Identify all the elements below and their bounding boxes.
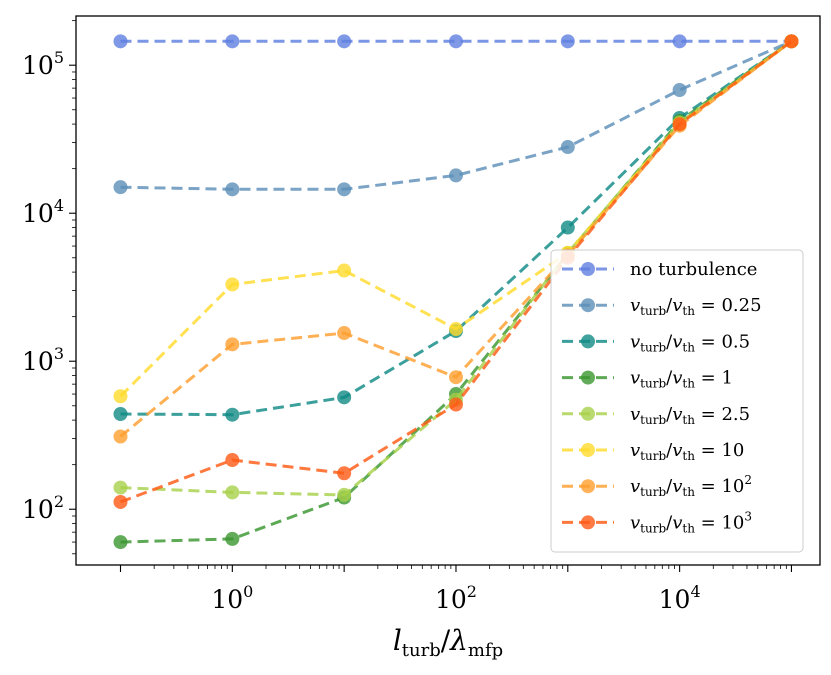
data-point bbox=[113, 535, 128, 550]
data-point bbox=[225, 407, 240, 422]
data-point bbox=[784, 34, 799, 49]
data-point bbox=[113, 34, 128, 49]
y-tick-label: 102 bbox=[22, 492, 64, 524]
data-point bbox=[113, 494, 128, 509]
data-point bbox=[225, 337, 240, 352]
data-point bbox=[448, 34, 463, 49]
legend-marker bbox=[581, 479, 595, 494]
data-point bbox=[225, 34, 240, 49]
legend-item-6: vturb/vth = 102 bbox=[562, 473, 752, 499]
data-point bbox=[337, 182, 352, 197]
data-point bbox=[337, 466, 352, 481]
data-point bbox=[560, 220, 575, 235]
data-point bbox=[113, 480, 128, 495]
data-point bbox=[113, 406, 128, 421]
data-point bbox=[560, 34, 575, 49]
data-point bbox=[672, 82, 687, 97]
legend-marker bbox=[581, 262, 595, 276]
y-tick-label: 103 bbox=[22, 344, 64, 376]
y-tick-label: 104 bbox=[22, 196, 64, 228]
legend-layer: no turbulence vturb/vth = 0.25 vturb/vth =… bbox=[550, 249, 804, 553]
legend-marker bbox=[581, 443, 595, 457]
legend-marker bbox=[581, 370, 595, 385]
data-point bbox=[113, 429, 128, 444]
data-point bbox=[113, 389, 128, 404]
y-tick-label: 105 bbox=[22, 48, 64, 80]
legend-item-4: vturb/vth = 2.5 bbox=[562, 404, 750, 427]
series-layer bbox=[113, 34, 799, 550]
legend-marker bbox=[581, 406, 595, 421]
data-point bbox=[448, 370, 463, 385]
data-point bbox=[337, 390, 352, 405]
x-tick-label: 100 bbox=[211, 582, 253, 614]
data-point bbox=[225, 485, 240, 500]
axis-layer: 100 102 104 102 103 104 105 bbox=[22, 20, 793, 614]
data-point bbox=[225, 182, 240, 197]
data-point bbox=[448, 168, 463, 183]
legend-item-0: no turbulence bbox=[562, 259, 757, 280]
legend-item-5: vturb/vth = 10 bbox=[562, 440, 744, 463]
data-point bbox=[225, 277, 240, 292]
legend-label: no turbulence bbox=[630, 259, 757, 280]
legend-item-7: vturb/vth = 103 bbox=[562, 509, 752, 535]
data-point bbox=[448, 322, 463, 337]
x-tick-label: 104 bbox=[659, 582, 701, 614]
legend-label: vturb/vth = 0.25 bbox=[630, 295, 762, 318]
data-point bbox=[337, 34, 352, 49]
data-point bbox=[672, 117, 687, 132]
data-point bbox=[560, 140, 575, 155]
data-point bbox=[225, 531, 240, 546]
legend-item-3: vturb/vth = 1 bbox=[562, 368, 733, 391]
legend-item-1: vturb/vth = 0.25 bbox=[562, 295, 762, 318]
data-point bbox=[337, 263, 352, 278]
x-axis-label: lturb/λmfp bbox=[393, 624, 503, 661]
legend-label: vturb/vth = 1 bbox=[630, 368, 733, 391]
data-point bbox=[337, 326, 352, 341]
legend-marker bbox=[581, 334, 595, 349]
data-point bbox=[448, 397, 463, 412]
legend-label: vturb/vth = 103 bbox=[630, 509, 752, 535]
legend-item-2: vturb/vth = 0.5 bbox=[562, 331, 750, 354]
data-point bbox=[225, 453, 240, 468]
legend-label: vturb/vth = 2.5 bbox=[630, 404, 750, 427]
data-point bbox=[672, 34, 687, 49]
x-tick-label: 102 bbox=[435, 582, 477, 614]
legend-label: vturb/vth = 10 bbox=[630, 440, 744, 463]
data-point bbox=[337, 487, 352, 502]
data-point bbox=[113, 180, 128, 195]
legend-marker bbox=[581, 298, 595, 313]
legend-label: vturb/vth = 102 bbox=[630, 473, 752, 499]
legend-label: vturb/vth = 0.5 bbox=[630, 331, 750, 354]
legend-marker bbox=[581, 515, 595, 530]
series-0 bbox=[113, 34, 799, 49]
legend-box bbox=[550, 249, 804, 553]
